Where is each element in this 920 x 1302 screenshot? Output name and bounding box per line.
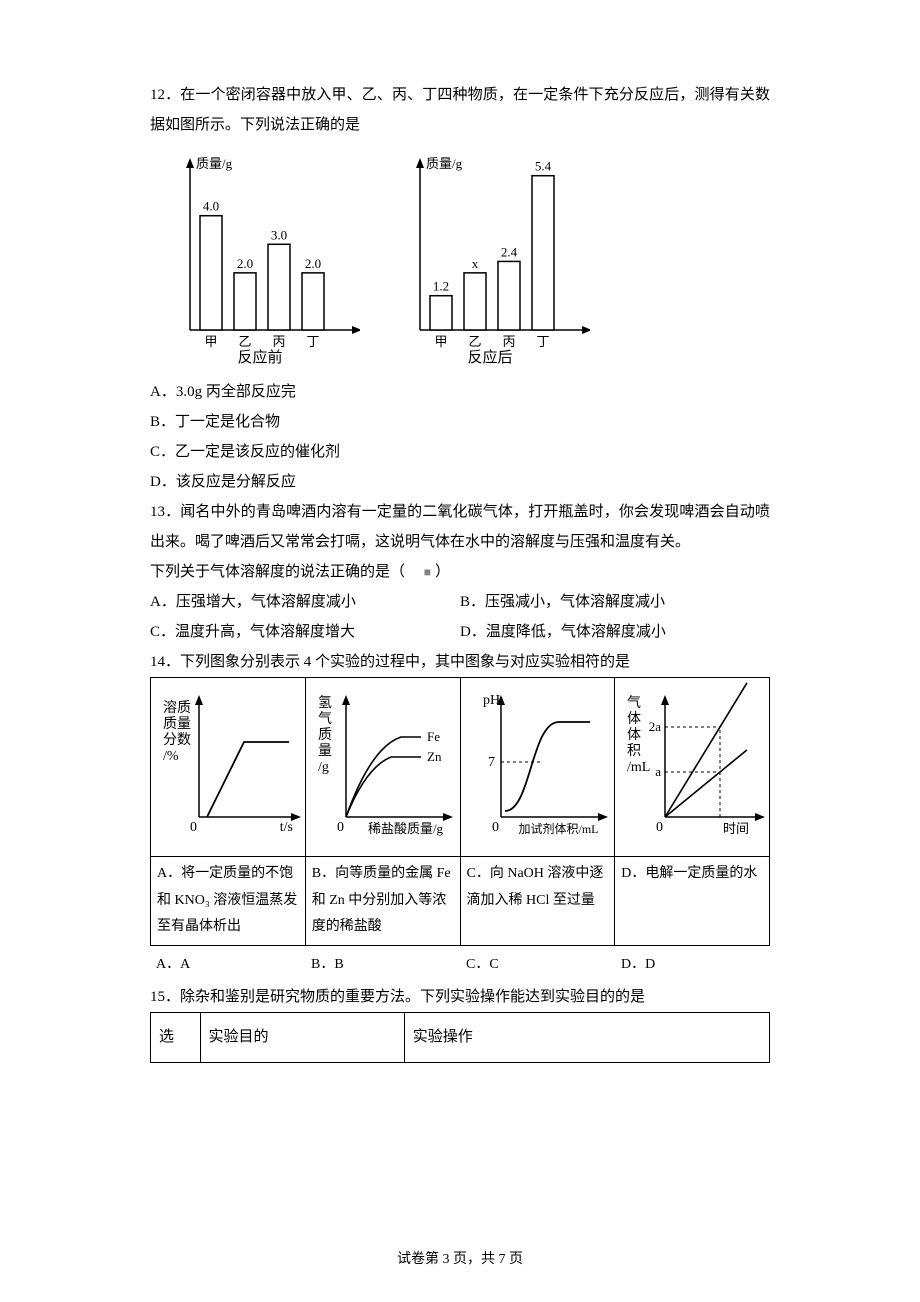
q14-graph-c-cell: pH 0 加试剂体积/mL 7 [460, 678, 615, 857]
q13-opt-d: D．温度降低，气体溶解度减小 [460, 617, 770, 647]
svg-text:氢: 氢 [318, 695, 332, 711]
svg-text:0: 0 [190, 820, 197, 835]
q14-letter-row: A．A B．B C．C D．D [150, 946, 770, 983]
svg-text:溶质: 溶质 [163, 700, 191, 716]
svg-text:Zn: Zn [427, 749, 442, 764]
q12-prompt: 12．在一个密闭容器中放入甲、乙、丙、丁四种物质，在一定条件下充分反应后，测得有… [150, 80, 770, 140]
svg-text:乙: 乙 [238, 334, 251, 349]
svg-text:1.2: 1.2 [433, 279, 449, 294]
svg-text:2a: 2a [649, 719, 662, 734]
q13-prompt-2-text: 下列关于气体溶解度的说法正确的是（ ） [150, 564, 450, 580]
svg-text:时间: 时间 [723, 821, 749, 836]
svg-text:Fe: Fe [427, 729, 440, 744]
svg-text:4.0: 4.0 [203, 199, 219, 214]
svg-text:甲: 甲 [204, 334, 217, 349]
svg-text:丁: 丁 [536, 334, 549, 349]
svg-text:加试剂体积/mL: 加试剂体积/mL [518, 821, 598, 836]
q12-opt-c: C．乙一定是该反应的催化剂 [150, 437, 770, 467]
svg-text:2.0: 2.0 [237, 256, 253, 271]
q12-chart-before: 质量/g 4.0 甲 2.0 乙 3.0 丙 2.0 丁 反应前 [160, 150, 360, 369]
svg-text:2.4: 2.4 [501, 244, 518, 259]
svg-text:质量/g: 质量/g [196, 156, 233, 171]
q13-prompt-2: 下列关于气体溶解度的说法正确的是（ ） ■ [150, 557, 770, 587]
q15-prompt: 15．除杂和鉴别是研究物质的重要方法。下列实验操作能达到实验目的的是 [150, 982, 770, 1012]
q15-header-3: 实验操作 [404, 1013, 769, 1063]
svg-text:气: 气 [627, 695, 641, 711]
q14-graph-a-cell: 溶质质量分数/% 0 t/s [151, 678, 306, 857]
q14-prompt: 14．下列图象分别表示 4 个实验的过程中，其中图象与对应实验相符的是 [150, 647, 770, 677]
q13-marker-icon: ■ [424, 565, 431, 579]
svg-text:丁: 丁 [306, 334, 319, 349]
svg-text:丙: 丙 [272, 334, 285, 349]
q14-desc-c: C．向 NaOH 溶液中逐滴加入稀 HCl 至过量 [460, 857, 615, 946]
svg-text:7: 7 [488, 755, 495, 770]
q14-table: 溶质质量分数/%0t/s 氢气质量/g0稀盐酸质量/gFeZn pH0加试剂体积… [150, 677, 770, 946]
svg-text:t/s: t/s [280, 820, 293, 835]
svg-text:0: 0 [656, 820, 663, 835]
svg-text:质量: 质量 [163, 716, 191, 732]
svg-text:3.0: 3.0 [271, 227, 287, 242]
svg-text:量: 量 [318, 743, 332, 759]
q14-letter-d: D．D [615, 946, 770, 983]
q14-desc-b: B．向等质量的金属 Fe 和 Zn 中分别加入等浓度的稀盐酸 [305, 857, 460, 946]
q12-opt-d: D．该反应是分解反应 [150, 467, 770, 497]
q13-options-row2: C．温度升高，气体溶解度增大 D．温度降低，气体溶解度减小 [150, 617, 770, 647]
q13-options-row1: A．压强增大，气体溶解度减小 B．压强减小，气体溶解度减小 [150, 587, 770, 617]
q14-letter-c: C．C [460, 946, 615, 983]
svg-text:0: 0 [337, 820, 344, 835]
svg-text:质量/g: 质量/g [426, 156, 463, 171]
q15-header-2: 实验目的 [200, 1013, 404, 1063]
svg-text:乙: 乙 [468, 334, 481, 349]
q14-desc-a: A．将一定质量的不饱和 KNO₃ 溶液恒温蒸发至有晶体析出 [151, 857, 306, 946]
q12-opt-a: A．3.0g 丙全部反应完 [150, 377, 770, 407]
q14-letter-a: A．A [150, 946, 305, 983]
q14-graph-b-cell: 氢气质量/g 0 稀盐酸质量/g Fe Zn [305, 678, 460, 857]
svg-text:甲: 甲 [434, 334, 447, 349]
svg-text:/mL: /mL [627, 760, 650, 775]
q15-header-1: 选 [151, 1013, 201, 1063]
q12-chart-after: 质量/g 1.2 甲 x 乙 2.4 丙 5.4 丁 反应后 [390, 150, 590, 369]
svg-text:分数: 分数 [163, 732, 191, 748]
svg-text:/%: /% [163, 749, 179, 764]
svg-text:体: 体 [627, 711, 641, 727]
page-footer: 试卷第 3 页，共 7 页 [150, 1246, 770, 1274]
q12-options: A．3.0g 丙全部反应完 B．丁一定是化合物 C．乙一定是该反应的催化剂 D．… [150, 377, 770, 497]
q12-chart-after-caption: 反应后 [390, 348, 590, 369]
svg-text:气: 气 [318, 711, 332, 727]
q12-charts: 质量/g 4.0 甲 2.0 乙 3.0 丙 2.0 丁 反应前 质量/g 1.2 甲 x 乙 2.4 丙 5… [160, 150, 770, 369]
q14-letter-b: B．B [305, 946, 460, 983]
q15-table: 选 实验目的 实验操作 [150, 1012, 770, 1063]
q13-opt-c: C．温度升高，气体溶解度增大 [150, 617, 460, 647]
q13-prompt-1: 13．闻名中外的青岛啤酒内溶有一定量的二氧化碳气体，打开瓶盖时，你会发现啤酒会自… [150, 497, 770, 557]
q13-opt-a: A．压强增大，气体溶解度减小 [150, 587, 460, 617]
svg-text:2.0: 2.0 [305, 256, 321, 271]
q12-chart-before-caption: 反应前 [160, 348, 360, 369]
q14-desc-d: D．电解一定质量的水 [615, 857, 770, 946]
svg-text:丙: 丙 [502, 334, 515, 349]
svg-text:稀盐酸质量/g: 稀盐酸质量/g [368, 821, 444, 836]
svg-text:/g: /g [318, 760, 329, 775]
q14-graph-d-cell: 气体体积/mL 0 时间 2a a [615, 678, 770, 857]
svg-text:积: 积 [627, 743, 641, 759]
svg-text:5.4: 5.4 [535, 159, 552, 174]
svg-text:a: a [655, 764, 661, 779]
svg-text:体: 体 [627, 727, 641, 743]
q13-opt-b: B．压强减小，气体溶解度减小 [460, 587, 770, 617]
svg-text:pH: pH [483, 693, 500, 708]
svg-text:x: x [472, 256, 479, 271]
svg-text:0: 0 [492, 820, 499, 835]
svg-text:质: 质 [318, 727, 332, 743]
q12-opt-b: B．丁一定是化合物 [150, 407, 770, 437]
